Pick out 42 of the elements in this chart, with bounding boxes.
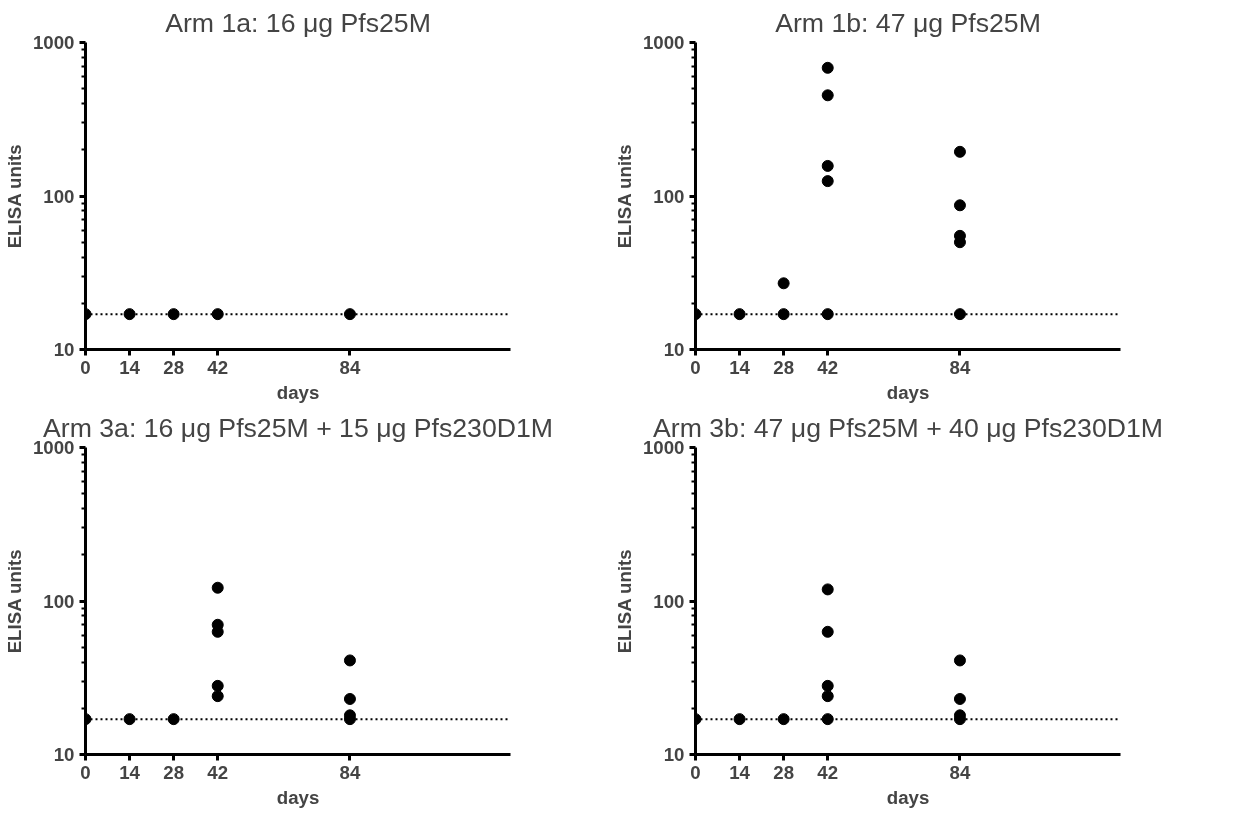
x-tick-label: 0	[80, 356, 91, 378]
y-axis-title: ELISA units	[4, 549, 25, 654]
x-tick-label: 84	[339, 356, 361, 378]
y-tick-label: 1000	[33, 437, 75, 458]
x-tick-label: 42	[817, 356, 839, 378]
x-tick-label: 28	[163, 356, 185, 378]
x-tick-label: 0	[690, 761, 701, 783]
x-tick-label: 28	[163, 761, 185, 783]
x-axis-title: days	[886, 381, 930, 403]
y-tick-label: 1000	[643, 32, 685, 53]
y-axis-title: ELISA units	[614, 549, 635, 654]
y-axis-title: ELISA units	[4, 144, 25, 249]
x-axis-title: days	[276, 381, 320, 403]
x-tick-label: 42	[207, 356, 229, 378]
x-tick-label: 84	[339, 761, 361, 783]
y-tick-label: 100	[43, 185, 75, 207]
y-tick-label: 10	[53, 744, 75, 765]
y-tick-label: 10	[663, 339, 685, 360]
y-tick-label: 10	[53, 339, 75, 360]
x-tick-label: 0	[80, 761, 91, 783]
x-axis-title: days	[886, 786, 930, 808]
y-tick-label: 100	[43, 590, 75, 612]
x-tick-label: 84	[949, 356, 971, 378]
x-tick-label: 28	[773, 761, 795, 783]
x-tick-label: 42	[817, 761, 839, 783]
x-tick-label: 14	[119, 761, 141, 783]
y-tick-label: 100	[653, 590, 685, 612]
x-tick-label: 28	[773, 356, 795, 378]
x-tick-label: 14	[729, 761, 751, 783]
y-tick-label: 1000	[643, 437, 685, 458]
y-tick-label: 10	[663, 744, 685, 765]
y-axis-title: ELISA units	[614, 144, 635, 249]
y-tick-label: 100	[653, 185, 685, 207]
y-tick-label: 1000	[33, 32, 75, 53]
x-tick-label: 0	[690, 356, 701, 378]
x-tick-label: 14	[119, 356, 141, 378]
x-tick-label: 14	[729, 356, 751, 378]
x-axis-title: days	[276, 786, 320, 808]
x-tick-label: 42	[207, 761, 229, 783]
chart-title: Arm 1b: 47 μg Pfs25M	[775, 7, 1041, 38]
chart-title: Arm 1a: 16 μg Pfs25M	[165, 7, 431, 38]
x-tick-label: 84	[949, 761, 971, 783]
